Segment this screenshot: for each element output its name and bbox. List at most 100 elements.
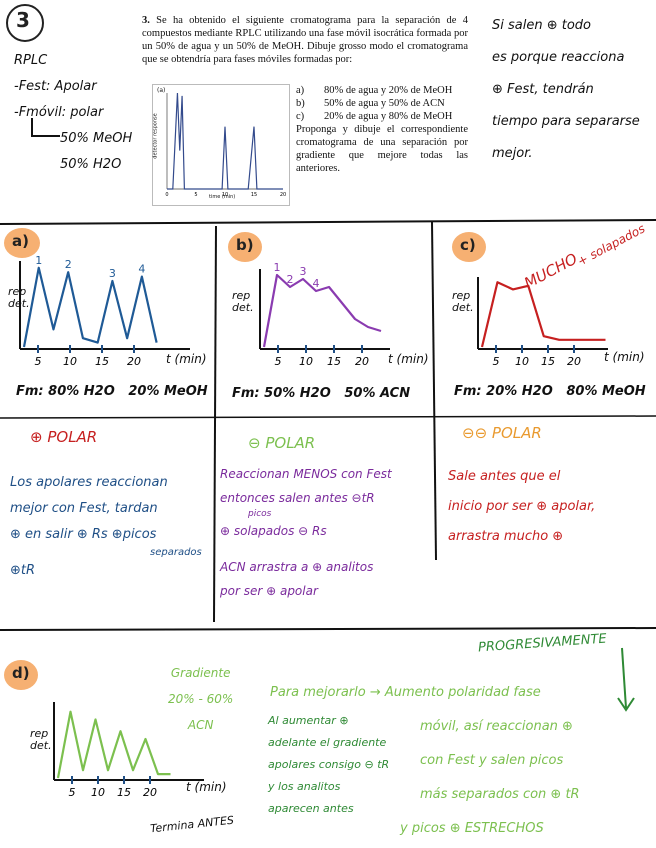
option-c: c) 20% de agua y 80% de MeOH bbox=[296, 110, 468, 123]
option-a-text: 80% de agua y 20% de MeOH bbox=[324, 85, 453, 96]
main-note-4: más separados con ⊕ tR bbox=[420, 787, 580, 802]
option-b: b) 50% de agua y 50% de ACN bbox=[296, 97, 468, 110]
x-tick-label: 5 bbox=[275, 355, 282, 368]
x-tick-label: 5 bbox=[35, 355, 42, 368]
progressive-arrow bbox=[617, 647, 635, 712]
peak-label: 4 bbox=[313, 277, 320, 290]
gradient-note-1: Gradiente bbox=[170, 666, 231, 680]
panel-a-note-1: Los apolares reaccionan bbox=[10, 475, 168, 490]
panel-c-chromatogram: 5 10 15 20 bbox=[477, 277, 608, 368]
panel-d-center-notes: Al aumentar ⊕ adelante el gradiente apol… bbox=[268, 710, 389, 820]
x-tick-label: 15 bbox=[541, 355, 555, 368]
arrow-bracket bbox=[31, 118, 60, 137]
panel-a-note-4: separados bbox=[150, 547, 202, 558]
gradient-note-3: ACN bbox=[187, 718, 214, 732]
gradient-note-2: 20% - 60% bbox=[168, 692, 234, 706]
peak-label: 1 bbox=[274, 261, 281, 274]
problem-text: Se ha obtenido el siguiente cromatograma… bbox=[142, 15, 469, 65]
note-fmovil: -Fmóvil: polar bbox=[14, 105, 104, 120]
panel-d-ylabel-1: rep bbox=[30, 727, 49, 740]
x-tick-label: 20 bbox=[127, 355, 141, 368]
panel-a-ylabel-2: det. bbox=[8, 297, 30, 310]
panel-d-ylabel: rep det. bbox=[30, 728, 52, 752]
problem-closing: Proponga y dibuje el correspondiente cro… bbox=[296, 124, 468, 174]
panel-a-note-2: mejor con Fest, tardan bbox=[10, 501, 158, 516]
problem-number: 3. bbox=[142, 15, 150, 26]
panel-b-note-4: ⊕ solapados ⊖ Rs bbox=[220, 524, 327, 538]
orig-x-tick: 15 bbox=[251, 192, 257, 198]
series-line bbox=[262, 273, 382, 348]
option-b-label: b) bbox=[296, 98, 305, 109]
problem-statement: 3. Se ha obtenido el siguiente cromatogr… bbox=[142, 14, 468, 66]
panel-b-ylabel-1: rep bbox=[232, 289, 251, 302]
notes-left: RPLC -Fest: Apolar -Fmóvil: polar 50% Me… bbox=[14, 48, 132, 178]
x-tick-label: 20 bbox=[355, 355, 369, 368]
panel-a-ylabel: rep det. bbox=[8, 286, 30, 310]
orig-x-tick: 5 bbox=[194, 192, 197, 198]
center-note-3: apolares consigo ⊖ tR bbox=[268, 758, 390, 771]
panel-d-chromatogram: 5 10 15 20 bbox=[53, 702, 204, 799]
panel-b-badge-label: b) bbox=[236, 236, 254, 254]
orig-x-tick: 10 bbox=[222, 192, 228, 198]
panel-a-badge-label: a) bbox=[12, 232, 29, 250]
note-right-5: mejor. bbox=[492, 146, 533, 161]
original-plot: 0 5 10 15 20 bbox=[165, 92, 286, 198]
peak-label: 2 bbox=[287, 273, 294, 286]
main-note-2: móvil, así reaccionan ⊕ bbox=[420, 719, 573, 734]
note-h2o: 50% H2O bbox=[60, 157, 122, 172]
x-tick-label: 5 bbox=[493, 355, 500, 368]
x-tick-label: 10 bbox=[299, 355, 313, 368]
peak-label: 1 bbox=[35, 254, 42, 267]
panel-a-notes: Los apolares reaccionan mejor con Fest, … bbox=[10, 470, 210, 584]
series-line bbox=[56, 710, 171, 779]
x-tick-label: 15 bbox=[117, 786, 131, 799]
notes-right: Si salen ⊕ todo es porque reacciona ⊕ Fe… bbox=[492, 10, 640, 170]
panel-b-note-5: ACN arrastra a ⊕ analitos bbox=[220, 560, 374, 574]
x-tick-label: 20 bbox=[567, 355, 581, 368]
x-tick-label: 10 bbox=[91, 786, 105, 799]
panel-a-note-3: ⊕ en salir ⊕ Rs ⊕picos bbox=[10, 527, 157, 542]
panel-b-note-3: picos bbox=[248, 509, 272, 519]
panel-b-xlabel: t (min) bbox=[388, 352, 429, 366]
center-note-4: y los analitos bbox=[268, 780, 341, 793]
panel-c-ylabel-2: det. bbox=[452, 301, 474, 314]
panel-a-ylabel-1: rep bbox=[8, 285, 27, 298]
panel-d-badge bbox=[4, 660, 38, 690]
note-right-4: tiempo para separarse bbox=[492, 114, 640, 129]
panel-a-heading: ⊕ POLAR bbox=[30, 428, 98, 446]
original-chromatogram: (a) detector response time (min) 0 5 10 15 2… bbox=[152, 84, 290, 206]
center-note-5: aparecen antes bbox=[268, 802, 354, 815]
option-c-label: c) bbox=[296, 111, 305, 122]
peak-label: 4 bbox=[138, 263, 145, 276]
note-meoh: 50% MeOH bbox=[60, 131, 133, 146]
peak-label: 3 bbox=[109, 267, 116, 280]
panel-c-notes: Sale antes que el inicio por ser ⊕ apola… bbox=[448, 462, 652, 552]
question-number: 3 bbox=[16, 8, 30, 32]
note-rplc: RPLC bbox=[14, 53, 48, 68]
panel-d-xlabel: t (min) bbox=[186, 780, 227, 794]
panel-d-gradient-note: Gradiente 20% - 60% ACN bbox=[168, 660, 233, 738]
option-a: a) 80% de agua y 20% de MeOH bbox=[296, 84, 468, 97]
panel-b-note-2: entonces salen antes ⊖tR bbox=[220, 491, 375, 505]
main-note-3: con Fest y salen picos bbox=[420, 753, 564, 768]
panel-d-ends-note: Termina ANTES bbox=[149, 813, 235, 836]
problem-options: a) 80% de agua y 20% de MeOH b) 50% de agu… bbox=[296, 84, 468, 175]
panel-a-badge bbox=[4, 228, 40, 258]
note-right-3: ⊕ Fest, tendrán bbox=[492, 82, 594, 97]
panel-c-heading: ⊖⊖ POLAR bbox=[462, 424, 542, 442]
x-tick-label: 5 bbox=[69, 786, 76, 799]
peak-label: 2 bbox=[65, 258, 72, 271]
peak-label: 3 bbox=[300, 265, 307, 278]
panel-d-badge-label: d) bbox=[12, 664, 30, 682]
panel-b-heading: ⊖ POLAR bbox=[248, 434, 316, 452]
orig-x-tick: 20 bbox=[280, 192, 286, 198]
panel-c-mobile-phase: Fm: 20% H2O 80% MeOH bbox=[454, 384, 646, 399]
series-line bbox=[480, 281, 606, 348]
note-fest: -Fest: Apolar bbox=[14, 79, 97, 94]
panel-c-note-3: arrastra mucho ⊕ bbox=[448, 529, 564, 544]
note-right-1: Si salen ⊕ todo bbox=[492, 18, 591, 33]
original-xlabel: time (min) bbox=[209, 194, 236, 200]
panel-a-chromatogram: 5 10 15 20 1 2 3 4 bbox=[19, 254, 190, 368]
x-tick-label: 10 bbox=[63, 355, 77, 368]
